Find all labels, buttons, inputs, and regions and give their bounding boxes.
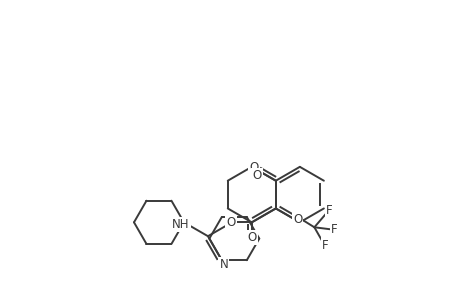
Text: F: F [321, 238, 328, 252]
Text: O: O [252, 169, 261, 182]
Text: O: O [292, 213, 302, 226]
Text: F: F [325, 204, 332, 217]
Text: O: O [249, 161, 258, 174]
Text: NH: NH [172, 218, 189, 231]
Text: O: O [246, 231, 256, 244]
Text: F: F [330, 223, 337, 236]
Text: O: O [226, 216, 235, 229]
Text: N: N [219, 258, 228, 271]
